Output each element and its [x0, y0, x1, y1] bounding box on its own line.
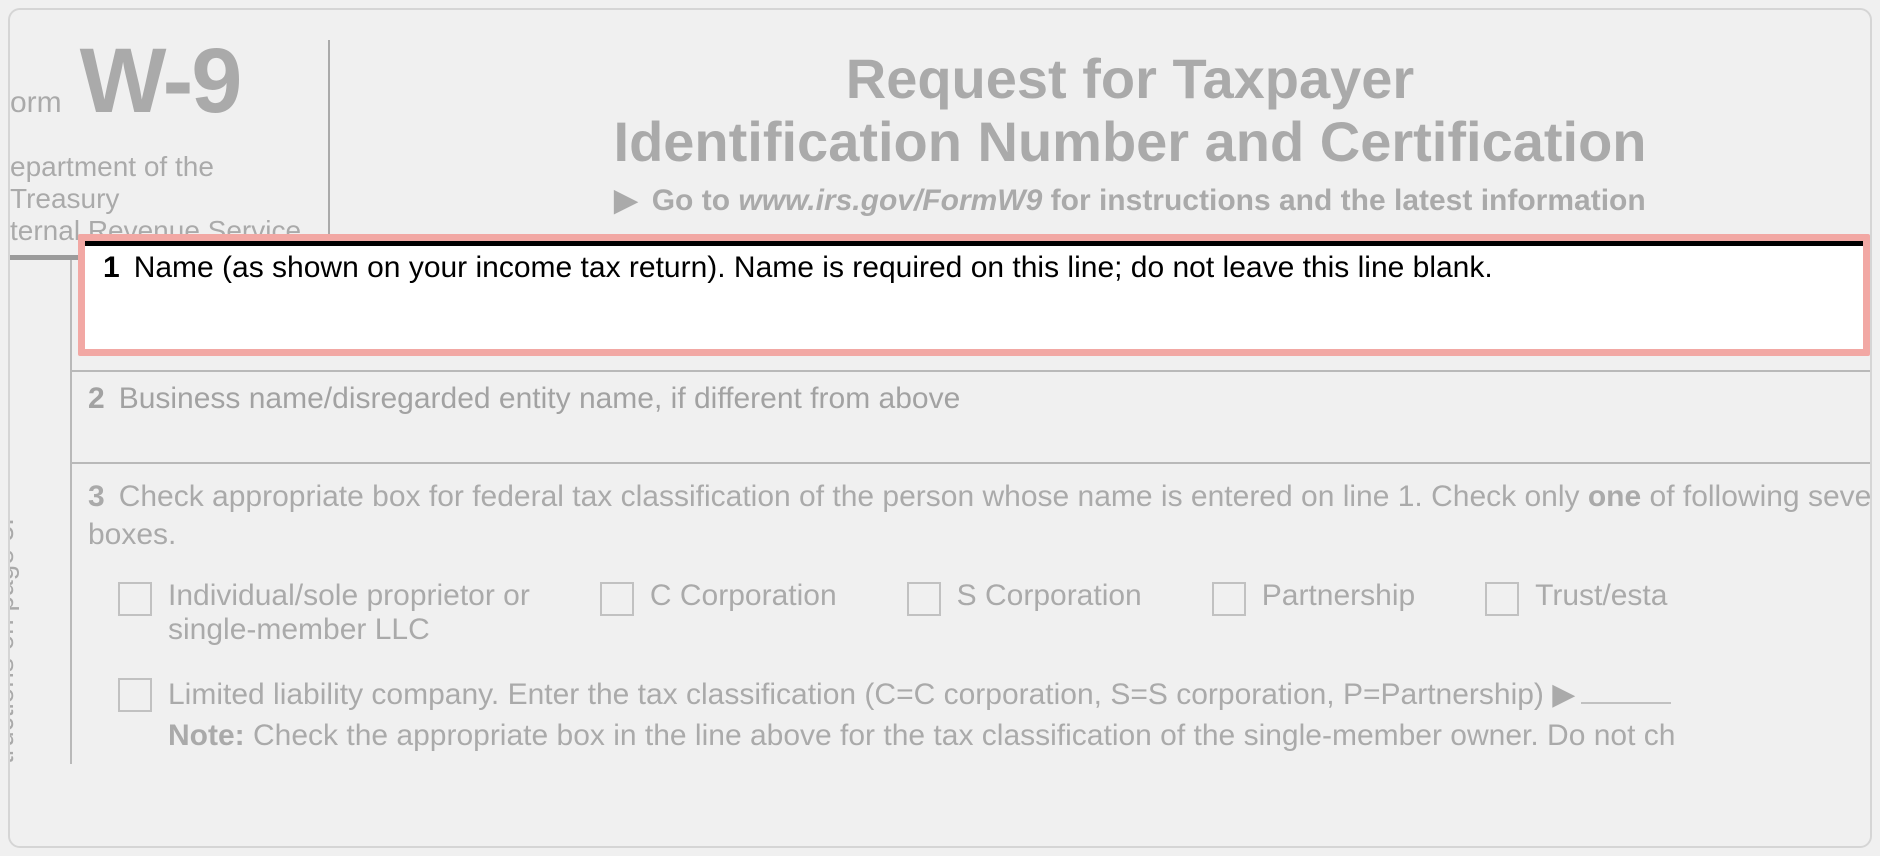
title-line1: Request for Taxpayer [330, 48, 1872, 111]
form-word: orm [10, 86, 62, 120]
field-2-num: 2 [88, 382, 105, 415]
field-3-one: one [1588, 480, 1641, 513]
field-3-label: 3 Check appropriate box for federal tax c… [88, 478, 1872, 553]
field-3-num: 3 [88, 480, 105, 513]
llc-note-text: Check the appropriate box in the line ab… [245, 719, 1676, 752]
check-llc-row[interactable]: Limited liability company. Enter the tax… [88, 675, 1872, 756]
arrow-icon: ▶ [614, 183, 637, 218]
side-column: or type. tructions on page 3. [8, 260, 70, 764]
form-header: orm W-9 epartment of the Treasury ternal… [8, 10, 1872, 253]
title-line2: Identification Number and Certification [330, 111, 1872, 174]
dept-line1: epartment of the Treasury [10, 151, 328, 215]
form-title: Request for Taxpayer Identification Numb… [330, 48, 1872, 173]
check-trust[interactable]: Trust/esta [1485, 579, 1667, 616]
check-individual[interactable]: Individual/sole proprietor or single-mem… [118, 579, 530, 647]
field-3-section: 3 Check appropriate box for federal tax c… [72, 464, 1872, 764]
goto-url: www.irs.gov/FormW9 [738, 184, 1042, 217]
form-code-row: orm W-9 [10, 40, 328, 123]
checkbox-icon[interactable] [118, 582, 152, 616]
llc-blank-line[interactable] [1581, 702, 1671, 704]
check-individual-l1: Individual/sole proprietor or [168, 579, 530, 613]
checkbox-row: Individual/sole proprietor or single-mem… [88, 579, 1872, 647]
header-left: orm W-9 epartment of the Treasury ternal… [8, 40, 330, 253]
check-individual-l2: single-member LLC [168, 613, 530, 647]
field-1-highlight[interactable]: 1 Name (as shown on your income tax retur… [78, 234, 1870, 356]
form-frame: orm W-9 epartment of the Treasury ternal… [8, 8, 1872, 848]
field-2-label: 2 Business name/disregarded entity name, … [88, 382, 1872, 416]
check-partnership-label: Partnership [1262, 579, 1415, 613]
highlight-top-rule [85, 241, 1863, 246]
field-1-text-hl: Name (as shown on your income tax return… [134, 251, 1493, 284]
llc-text: Limited liability company. Enter the tax… [168, 675, 1675, 756]
check-scorp[interactable]: S Corporation [907, 579, 1142, 616]
checkbox-icon[interactable] [907, 582, 941, 616]
check-partnership[interactable]: Partnership [1212, 579, 1415, 616]
checkbox-icon[interactable] [1485, 582, 1519, 616]
check-scorp-label: S Corporation [957, 579, 1142, 613]
check-individual-label: Individual/sole proprietor or single-mem… [168, 579, 530, 647]
side-text-instructions: tructions on page 3. [8, 518, 20, 764]
check-ccorp[interactable]: C Corporation [600, 579, 837, 616]
checkbox-icon[interactable] [1212, 582, 1246, 616]
goto-prefix: Go to [652, 184, 739, 217]
check-ccorp-label: C Corporation [650, 579, 837, 613]
field-2-row: 2 Business name/disregarded entity name, … [72, 372, 1872, 464]
check-trust-label: Trust/esta [1535, 579, 1667, 613]
header-right: Request for Taxpayer Identification Numb… [330, 40, 1872, 253]
field-2-text: Business name/disregarded entity name, i… [119, 382, 961, 415]
form-code: W-9 [80, 40, 241, 123]
goto-line: ▶ Go to www.irs.gov/FormW9 for instructi… [330, 183, 1872, 218]
goto-suffix: for instructions and the latest informat… [1042, 184, 1645, 217]
field-1-num-hl: 1 [103, 251, 120, 284]
llc-line1: Limited liability company. Enter the tax… [168, 678, 1575, 711]
field-3-part1: Check appropriate box for federal tax cl… [119, 480, 1588, 513]
form-content: orm W-9 epartment of the Treasury ternal… [8, 10, 1872, 764]
checkbox-icon[interactable] [600, 582, 634, 616]
checkbox-icon[interactable] [118, 678, 152, 712]
department-text: epartment of the Treasury ternal Revenue… [10, 151, 328, 248]
llc-note-label: Note: [168, 719, 245, 752]
field-1-label: 1 Name (as shown on your income tax retur… [103, 251, 1845, 285]
